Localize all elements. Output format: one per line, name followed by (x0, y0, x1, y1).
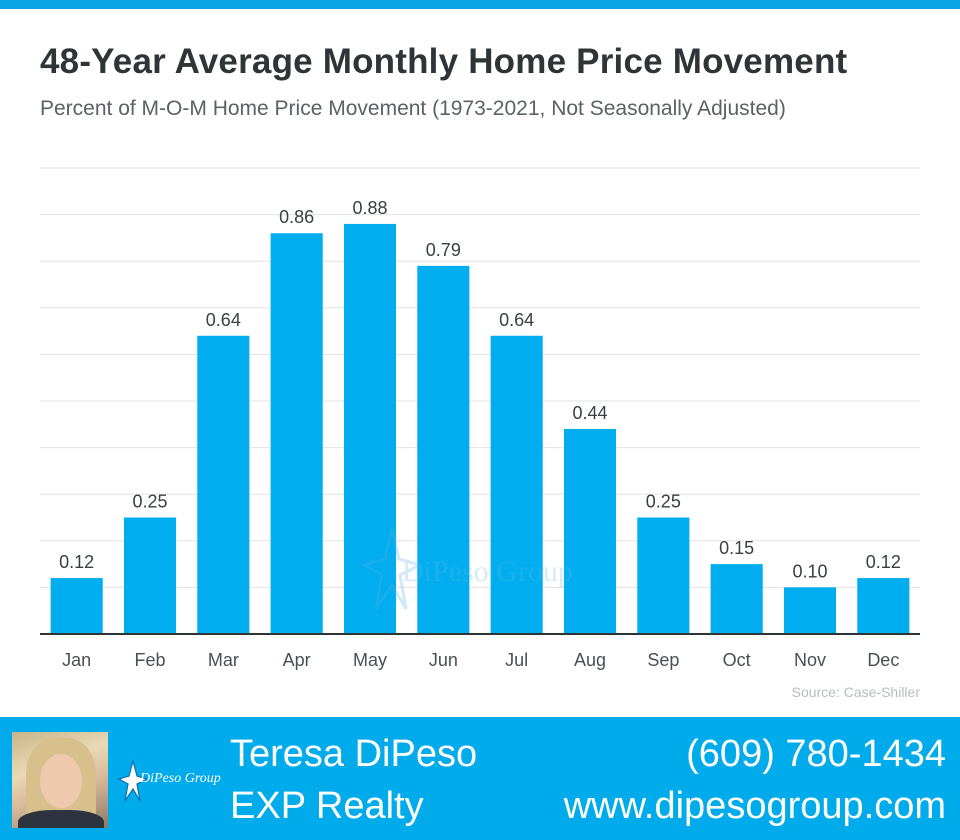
phone-number[interactable]: (609) 780-1434 (686, 733, 946, 775)
x-tick-label-apr: Apr (283, 650, 311, 670)
value-label-oct: 0.15 (719, 538, 754, 558)
bar-apr (270, 233, 323, 634)
value-label-sep: 0.25 (646, 492, 681, 512)
x-tick-label-jun: Jun (429, 650, 458, 670)
x-tick-label-dec: Dec (867, 650, 899, 670)
value-label-feb: 0.25 (132, 492, 167, 512)
value-label-aug: 0.44 (572, 403, 607, 423)
starfish-icon (117, 758, 149, 802)
x-tick-label-may: May (353, 650, 387, 670)
x-tick-label-nov: Nov (794, 650, 826, 670)
bar-aug (563, 428, 617, 634)
bar-oct (710, 564, 763, 634)
bar-mar (197, 335, 250, 634)
website-link[interactable]: www.dipesogroup.com (563, 785, 946, 827)
bar-dec (857, 578, 910, 634)
value-label-apr: 0.86 (279, 207, 314, 227)
chart-subtitle: Percent of M-O-M Home Price Movement (19… (40, 97, 786, 120)
value-label-jan: 0.12 (59, 552, 94, 572)
value-label-mar: 0.64 (206, 310, 241, 330)
chart-title: 48-Year Average Monthly Home Price Movem… (40, 42, 848, 81)
value-label-dec: 0.12 (866, 552, 901, 572)
company-name: EXP Realty (230, 785, 424, 827)
x-tick-label-mar: Mar (208, 650, 239, 670)
source-note: Source: Case-Shiller (791, 684, 920, 700)
agent-photo (12, 732, 108, 828)
bar-chart: 0.12 Jan 0.25 Feb 0.64 Mar 0.86 Apr 0.88 May 0.79 J… (40, 167, 920, 670)
value-label-may: 0.88 (352, 198, 387, 218)
bar-feb (123, 517, 177, 634)
bar-sep (637, 517, 690, 634)
x-tick-label-jul: Jul (505, 650, 528, 670)
bar-may (343, 223, 397, 635)
x-tick-label-aug: Aug (574, 650, 606, 670)
bar-nov (783, 587, 837, 634)
value-label-nov: 0.10 (792, 561, 827, 581)
x-tick-label-feb: Feb (134, 650, 165, 670)
value-label-jul: 0.64 (499, 310, 534, 330)
x-tick-label-sep: Sep (647, 650, 679, 670)
agent-name: Teresa DiPeso (230, 733, 478, 775)
bar-jan (50, 578, 103, 634)
x-tick-label-jan: Jan (62, 650, 91, 670)
footer-banner: DiPeso Group Teresa DiPeso EXP Realty (6… (0, 717, 960, 840)
x-tick-label-oct: Oct (723, 650, 751, 670)
logo-text: DiPeso Group (140, 771, 221, 786)
bar-jul (490, 335, 543, 634)
top-accent-stripe (0, 0, 960, 9)
bar-jun (417, 265, 470, 634)
value-label-jun: 0.79 (426, 240, 461, 260)
company-logo: DiPeso Group (117, 758, 221, 803)
